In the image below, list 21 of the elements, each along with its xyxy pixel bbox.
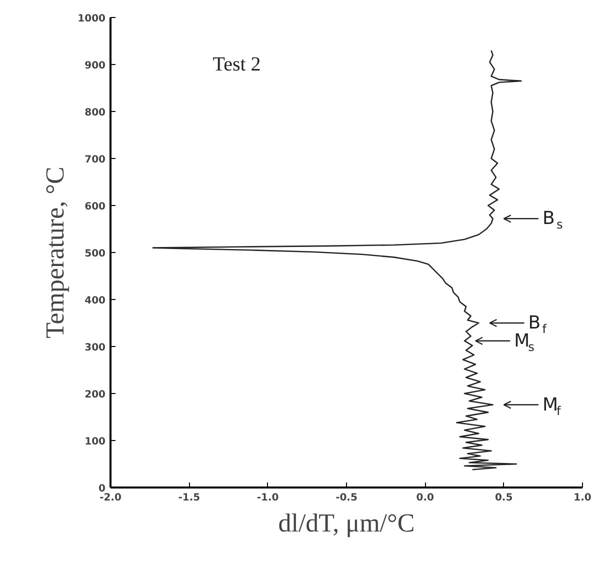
x-tick-label: 1.0 (574, 492, 592, 504)
text: Test 2 (212, 54, 261, 76)
y-tick-label: 0 (98, 484, 106, 494)
x-tick-label: -1.5 (178, 492, 200, 504)
x-axis-title: dl/dT, μm/°C (278, 508, 415, 538)
y-tick-label: 400 (84, 296, 106, 306)
y-tick-label: 800 (84, 108, 106, 118)
y-tick-label: 600 (84, 202, 106, 212)
y-tick-label: 500 (84, 248, 106, 260)
x-tick-label: 0.5 (494, 492, 513, 504)
y-axis-title: Temperature, °C (40, 166, 70, 338)
x-tick-label: 0.0 (416, 492, 434, 504)
x-tick-label: -0.5 (336, 492, 358, 504)
y-tick-label: 700 (84, 154, 106, 166)
y-tick-label: 900 (84, 60, 106, 72)
y-tick-label: 100 (84, 436, 106, 448)
x-tick-label: -2.0 (100, 492, 122, 504)
x-tick-label: -1.0 (256, 492, 279, 504)
y-tick-label: 1000 (78, 14, 106, 24)
y-tick-label: 200 (84, 390, 106, 400)
y-tick-label: 300 (84, 342, 106, 354)
